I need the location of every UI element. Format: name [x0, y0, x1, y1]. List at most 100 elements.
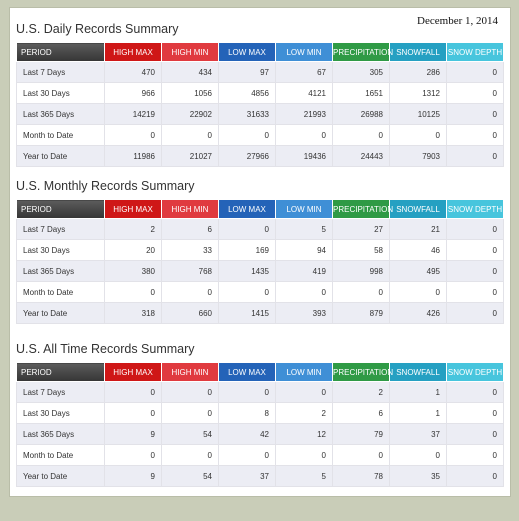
high-min-cell: 0 [161, 381, 219, 403]
header-row: PERIOD HIGH MAX HIGH MIN LOW MAX LOW MIN PREC… [16, 42, 504, 62]
report-date: December 1, 2014 [417, 15, 498, 27]
records-table: PERIOD HIGH MAX HIGH MIN LOW MAX LOW MIN PREC… [16, 199, 504, 324]
precipitation-cell: 0 [332, 281, 390, 303]
low-min-cell: 21993 [275, 103, 333, 125]
header-row: PERIOD HIGH MAX HIGH MIN LOW MAX LOW MIN PREC… [16, 199, 504, 219]
low-min-cell: 0 [275, 281, 333, 303]
records-table: PERIOD HIGH MAX HIGH MIN LOW MAX LOW MIN PREC… [16, 362, 504, 487]
high-min-cell: 0 [161, 402, 219, 424]
table-row: Year to Date 9 54 37 5 78 35 0 [16, 465, 504, 487]
low-max-cell: 0 [218, 281, 276, 303]
snowfall-cell: 35 [389, 465, 447, 487]
period-cell: Last 30 Days [16, 82, 105, 104]
table-row: Last 365 Days 9 54 42 12 79 37 0 [16, 423, 504, 445]
high-min-cell: 768 [161, 260, 219, 282]
low-min-cell: 4121 [275, 82, 333, 104]
low-max-cell: 0 [218, 218, 276, 240]
all-time-records-section: U.S. All Time Records Summary PERIOD HIGH… [16, 337, 504, 487]
period-cell: Month to Date [16, 281, 105, 303]
snow-depth-cell: 0 [446, 103, 504, 125]
monthly-records-section: U.S. Monthly Records Summary PERIOD HIGH … [16, 174, 504, 324]
snowfall-cell: 0 [389, 124, 447, 146]
precipitation-cell: 27 [332, 218, 390, 240]
snow-depth-cell: 0 [446, 465, 504, 487]
snow-depth-cell: 0 [446, 423, 504, 445]
period-cell: Last 365 Days [16, 423, 105, 445]
snow-depth-header: SNOW DEPTH [446, 362, 504, 382]
precipitation-cell: 58 [332, 239, 390, 261]
precipitation-cell: 2 [332, 381, 390, 403]
high-max-cell: 380 [104, 260, 162, 282]
period-cell: Last 30 Days [16, 402, 105, 424]
snowfall-cell: 37 [389, 423, 447, 445]
table-row: Last 30 Days 20 33 169 94 58 46 0 [16, 239, 504, 261]
snowfall-cell: 426 [389, 302, 447, 324]
low-min-cell: 67 [275, 61, 333, 83]
precipitation-cell: 1651 [332, 82, 390, 104]
snow-depth-cell: 0 [446, 402, 504, 424]
low-max-cell: 27966 [218, 145, 276, 167]
low-max-cell: 169 [218, 239, 276, 261]
snowfall-cell: 495 [389, 260, 447, 282]
snow-depth-header: SNOW DEPTH [446, 199, 504, 219]
high-min-cell: 1056 [161, 82, 219, 104]
daily-records-section: U.S. Daily Records Summary PERIOD HIGH MA… [16, 17, 504, 167]
high-max-cell: 470 [104, 61, 162, 83]
period-cell: Last 30 Days [16, 239, 105, 261]
snowfall-header: SNOWFALL [389, 362, 447, 382]
high-min-header: HIGH MIN [161, 362, 219, 382]
period-cell: Year to Date [16, 302, 105, 324]
precipitation-cell: 305 [332, 61, 390, 83]
table-row: Month to Date 0 0 0 0 0 0 0 [16, 444, 504, 466]
snowfall-cell: 1 [389, 402, 447, 424]
snow-depth-cell: 0 [446, 61, 504, 83]
precipitation-cell: 78 [332, 465, 390, 487]
high-max-cell: 318 [104, 302, 162, 324]
snow-depth-cell: 0 [446, 239, 504, 261]
low-min-header: LOW MIN [275, 42, 333, 62]
high-min-cell: 54 [161, 465, 219, 487]
snow-depth-cell: 0 [446, 281, 504, 303]
high-max-header: HIGH MAX [104, 362, 162, 382]
low-max-header: LOW MAX [218, 199, 276, 219]
table-row: Year to Date 11986 21027 27966 19436 24443 790… [16, 145, 504, 167]
snowfall-cell: 0 [389, 444, 447, 466]
table-row: Last 7 Days 2 6 0 5 27 21 0 [16, 218, 504, 240]
precipitation-cell: 879 [332, 302, 390, 324]
high-max-cell: 0 [104, 402, 162, 424]
table-row: Last 30 Days 0 0 8 2 6 1 0 [16, 402, 504, 424]
high-min-cell: 33 [161, 239, 219, 261]
precipitation-cell: 6 [332, 402, 390, 424]
high-min-cell: 0 [161, 444, 219, 466]
low-min-cell: 19436 [275, 145, 333, 167]
low-max-header: LOW MAX [218, 42, 276, 62]
high-max-cell: 9 [104, 465, 162, 487]
high-min-cell: 0 [161, 124, 219, 146]
period-cell: Last 7 Days [16, 218, 105, 240]
high-max-cell: 2 [104, 218, 162, 240]
snowfall-cell: 286 [389, 61, 447, 83]
period-header: PERIOD [16, 199, 105, 219]
table-row: Last 365 Days 14219 22902 31633 21993 26988 10… [16, 103, 504, 125]
low-max-cell: 0 [218, 381, 276, 403]
period-cell: Year to Date [16, 465, 105, 487]
high-max-header: HIGH MAX [104, 42, 162, 62]
low-max-cell: 31633 [218, 103, 276, 125]
low-max-cell: 0 [218, 444, 276, 466]
snowfall-cell: 7903 [389, 145, 447, 167]
precipitation-header: PRECIPITATION [332, 42, 393, 62]
low-max-cell: 97 [218, 61, 276, 83]
high-min-cell: 54 [161, 423, 219, 445]
precipitation-cell: 0 [332, 124, 390, 146]
period-cell: Month to Date [16, 444, 105, 466]
low-min-cell: 0 [275, 124, 333, 146]
precipitation-cell: 998 [332, 260, 390, 282]
low-min-cell: 419 [275, 260, 333, 282]
low-max-cell: 37 [218, 465, 276, 487]
high-min-cell: 0 [161, 281, 219, 303]
low-min-cell: 5 [275, 218, 333, 240]
table-row: Month to Date 0 0 0 0 0 0 0 [16, 124, 504, 146]
low-min-cell: 2 [275, 402, 333, 424]
period-cell: Month to Date [16, 124, 105, 146]
high-min-header: HIGH MIN [161, 42, 219, 62]
